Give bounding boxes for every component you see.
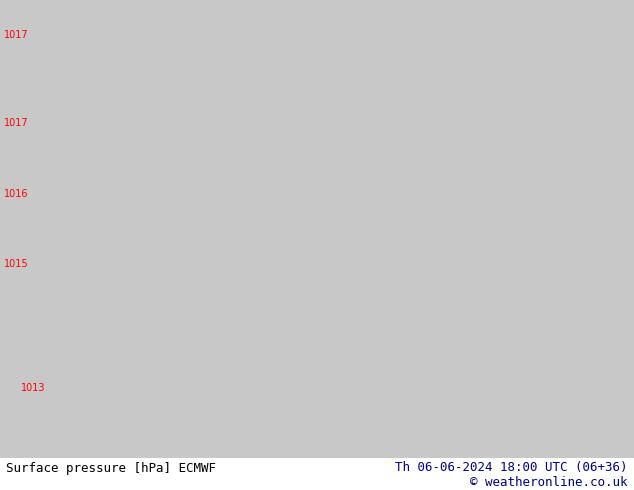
- Text: 1013: 1013: [21, 383, 46, 392]
- Text: 1015: 1015: [4, 259, 29, 270]
- Text: 1016: 1016: [4, 189, 29, 199]
- Text: © weatheronline.co.uk: © weatheronline.co.uk: [470, 476, 628, 490]
- Text: Surface pressure [hPa] ECMWF: Surface pressure [hPa] ECMWF: [6, 462, 216, 475]
- Text: 1017: 1017: [4, 30, 29, 40]
- Text: 1017: 1017: [4, 119, 29, 128]
- Text: Th 06-06-2024 18:00 UTC (06+36): Th 06-06-2024 18:00 UTC (06+36): [395, 461, 628, 473]
